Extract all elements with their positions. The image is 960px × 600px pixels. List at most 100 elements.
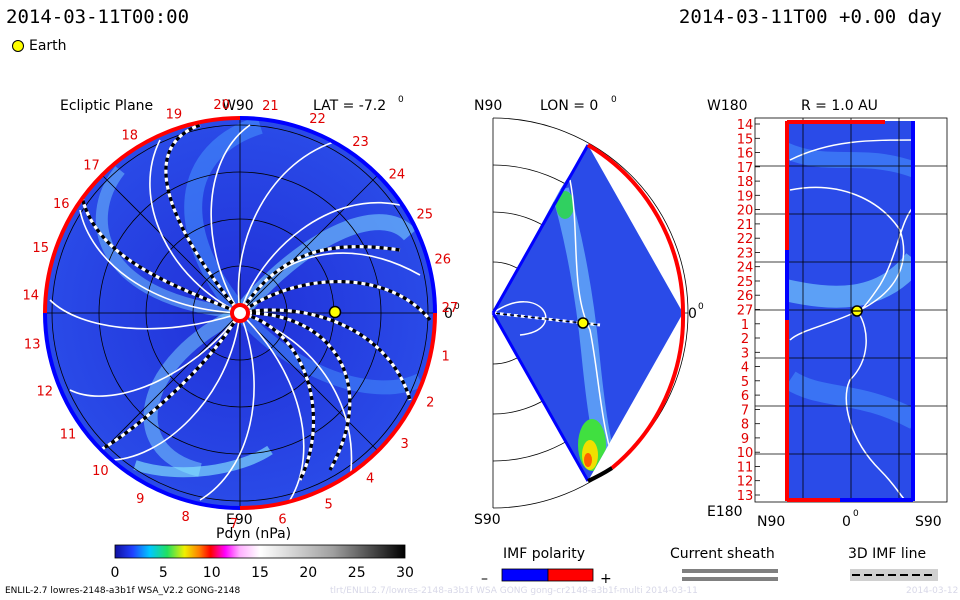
rotation-tick-14: 14 [23,289,40,304]
meridional-blob-top [556,191,574,219]
meridional-edge-bottom [491,312,590,482]
meridional-white-loop [493,301,547,336]
r1au-y-tick-9: 23 [737,246,754,261]
r1au-stream-2 [785,371,915,429]
r1au-stream-1 [785,252,915,308]
ecliptic-w90: W90 [222,98,254,114]
rotation-tick-12: 12 [37,385,54,400]
r1au-y-tick-4: 18 [737,175,754,190]
colorbar-tick-15: 15 [251,565,269,581]
r1au-y-tick-2: 16 [737,147,754,162]
colorbar-ticks: 0 5 10 15 20 25 30 [111,565,414,581]
boundary-q4 [43,116,241,314]
imf-minus: – [481,571,488,587]
timestamp-right: 2014-03-11T00 +0.00 day [678,6,942,28]
r1au-x-s90: S90 [915,514,942,530]
r1au-y-tick-6: 20 [737,204,754,219]
footer-faded: tlrt/ENLIL2.7/lowres-2148-a3b1f WSA GONG… [330,586,698,596]
stream-light [133,445,273,478]
r1au-y-tick-20: 7 [741,403,749,418]
ecliptic-imf-lines [49,124,421,501]
stream-cyan-3 [95,166,241,319]
meridional-edge-top [491,144,590,314]
colorbar-tick-25: 25 [348,565,366,581]
meridional-zero-degree: 0 [698,302,704,312]
timestamp-left: 2014-03-11T00:00 [6,6,190,28]
r1au-y-tick-19: 6 [741,389,749,404]
meridional-panel: N90 LON = 0 0 S90 0 0 [474,95,704,528]
r1au-e180: E180 [707,504,743,520]
r1au-y-tick-12: 26 [737,289,754,304]
imf-plus: + [600,571,612,587]
imf-line-title: 3D IMF line [848,546,926,562]
rotation-tick-26: 26 [435,253,452,268]
imf-negative-swatch [501,568,549,582]
earth-legend-label: Earth [29,38,67,54]
rotation-tick-23: 23 [352,135,369,150]
meridional-white-line [569,179,621,481]
r1au-y-tick-3: 17 [737,161,754,176]
r1au-y-tick-11: 25 [737,275,754,290]
meridional-lon: LON = 0 [540,98,598,114]
earth-icon [12,40,24,52]
r1au-w180: W180 [707,98,748,114]
ecliptic-title: Ecliptic Plane [60,98,153,114]
r1au-white-3 [857,204,915,313]
meridional-zero: 0 [688,306,697,322]
rotation-tick-22: 22 [309,112,326,127]
earth-marker-meridional [577,317,589,329]
earth-marker-ecliptic [328,305,342,319]
r1au-y-tick-7: 21 [737,218,754,233]
rotation-tick-2: 2 [426,396,434,411]
rotation-tick-5: 5 [325,497,333,512]
r1au-title: R = 1.0 AU [801,98,878,114]
colorbar-tick-20: 20 [299,565,317,581]
imf-positive-swatch [547,568,594,582]
colorbar: Pdyn (nPa) 0 5 10 15 20 25 30 [111,526,414,581]
lon-degree: 0 [611,95,617,105]
footer-model: ENLIL-2.7 lowres-2148-a3b1f WSA_V2.2 GON… [5,586,241,596]
r1au-white-4 [845,311,906,501]
ecliptic-zero: 0 [444,306,453,322]
r1au-x-n90: N90 [757,514,785,530]
meridional-n90: N90 [474,98,502,114]
current-sheath-title: Current sheath [670,546,775,562]
sheath-bar-2 [682,577,778,581]
meridional-s90: S90 [474,512,501,528]
rotation-tick-24: 24 [389,167,406,182]
ecliptic-lat: LAT = -7.2 [313,98,386,114]
rotation-tick-11: 11 [60,428,77,443]
rotation-tick-27: 27 [442,301,459,316]
stream-cyan-2 [143,306,243,477]
r1au-field [785,121,915,501]
r1au-y-tick-22: 9 [741,432,749,447]
rotation-tick-18: 18 [122,128,139,143]
rotation-tick-17: 17 [83,159,100,174]
rotation-tick-3: 3 [401,437,409,452]
rotation-tick-7: 7 [230,517,238,532]
colorbar-tick-10: 10 [203,565,221,581]
r1au-y-tick-1: 15 [737,132,754,147]
colorbar-strip [114,544,406,559]
meridional-arc-black [587,466,614,483]
colorbar-tick-30: 30 [396,565,414,581]
ecliptic-panel: Ecliptic Plane LAT = -7.2 0 W90 E90 0 0 [23,95,460,532]
meridional-blob-peak [584,453,592,467]
r1au-y-tick-14: 1 [741,318,749,333]
meridional-arc-upper [586,143,686,314]
earth-legend: Earth [12,38,67,54]
footer-faded-right: 2014-03-12 [906,586,959,596]
rotation-tick-13: 13 [24,337,41,352]
lat-degree: 0 [398,95,404,105]
r1au-y-ticks: 1415161718192021222324252627123456789101… [737,118,760,504]
ecliptic-e90: E90 [226,512,253,528]
boundary-q3 [43,312,241,510]
r1au-y-tick-16: 3 [741,346,749,361]
stream-cyan-1 [233,214,417,319]
rotation-tick-21: 21 [262,99,279,114]
r1au-y-tick-26: 13 [737,489,754,504]
r1au-y-tick-15: 2 [741,332,749,347]
r1au-x-0-degree: 0 [853,509,859,519]
colorbar-tick-5: 5 [159,565,168,581]
imf-line-legend: 3D IMF line [848,546,938,581]
